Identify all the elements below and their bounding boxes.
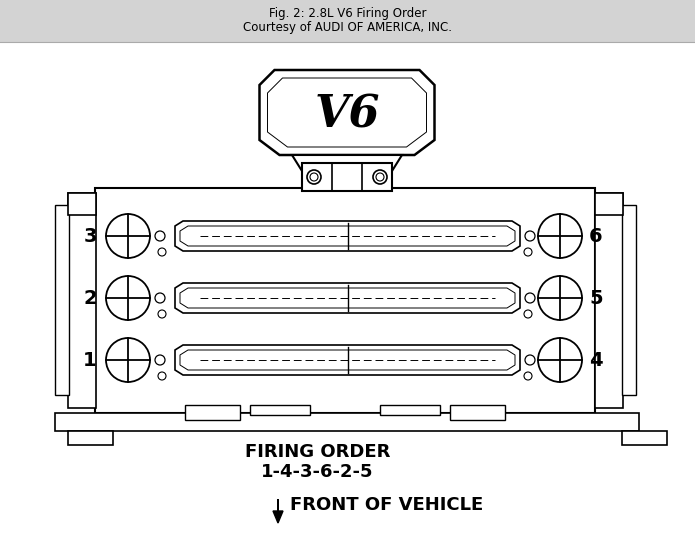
Circle shape: [155, 355, 165, 365]
Bar: [380, 405, 440, 415]
Circle shape: [155, 293, 165, 303]
Circle shape: [155, 231, 165, 241]
Circle shape: [525, 355, 535, 365]
Text: 1-4-3-6-2-5: 1-4-3-6-2-5: [261, 463, 374, 481]
Circle shape: [538, 214, 582, 258]
Circle shape: [106, 214, 150, 258]
Bar: [95, 188, 595, 413]
Text: 3: 3: [83, 227, 97, 245]
Bar: [595, 193, 623, 215]
Bar: [250, 405, 310, 415]
Polygon shape: [292, 155, 402, 188]
Circle shape: [310, 173, 318, 181]
Text: Fig. 2: 2.8L V6 Firing Order: Fig. 2: 2.8L V6 Firing Order: [269, 7, 426, 20]
Circle shape: [525, 231, 535, 241]
FancyArrow shape: [273, 499, 283, 523]
Text: V6: V6: [314, 93, 379, 136]
Text: 5: 5: [589, 289, 603, 307]
Text: 2: 2: [83, 289, 97, 307]
Bar: [595, 193, 623, 408]
Bar: [55, 413, 639, 431]
Circle shape: [525, 293, 535, 303]
Bar: [185, 405, 240, 420]
Text: FIRING ORDER: FIRING ORDER: [245, 443, 390, 461]
Circle shape: [376, 173, 384, 181]
Bar: [68, 193, 96, 408]
Circle shape: [307, 170, 321, 184]
Polygon shape: [259, 70, 434, 155]
Text: Courtesy of AUDI OF AMERICA, INC.: Courtesy of AUDI OF AMERICA, INC.: [243, 21, 452, 35]
Text: FRONT OF VEHICLE: FRONT OF VEHICLE: [290, 496, 483, 514]
Bar: [0, 0, 695, 42]
Bar: [68, 193, 96, 215]
Circle shape: [158, 310, 166, 318]
Circle shape: [524, 372, 532, 380]
Circle shape: [524, 310, 532, 318]
Circle shape: [373, 170, 387, 184]
Bar: [302, 163, 392, 191]
Circle shape: [158, 248, 166, 256]
Text: 6: 6: [589, 227, 603, 245]
Circle shape: [106, 338, 150, 382]
Bar: [622, 205, 636, 395]
Bar: [55, 205, 69, 395]
Text: 4: 4: [589, 350, 603, 369]
Bar: [450, 405, 505, 420]
Circle shape: [158, 372, 166, 380]
Polygon shape: [175, 283, 520, 313]
Circle shape: [106, 276, 150, 320]
Polygon shape: [175, 345, 520, 375]
Polygon shape: [175, 221, 520, 251]
Circle shape: [524, 248, 532, 256]
Circle shape: [538, 338, 582, 382]
Circle shape: [538, 276, 582, 320]
Bar: [68, 431, 113, 445]
Bar: [622, 431, 667, 445]
Text: 1: 1: [83, 350, 97, 369]
